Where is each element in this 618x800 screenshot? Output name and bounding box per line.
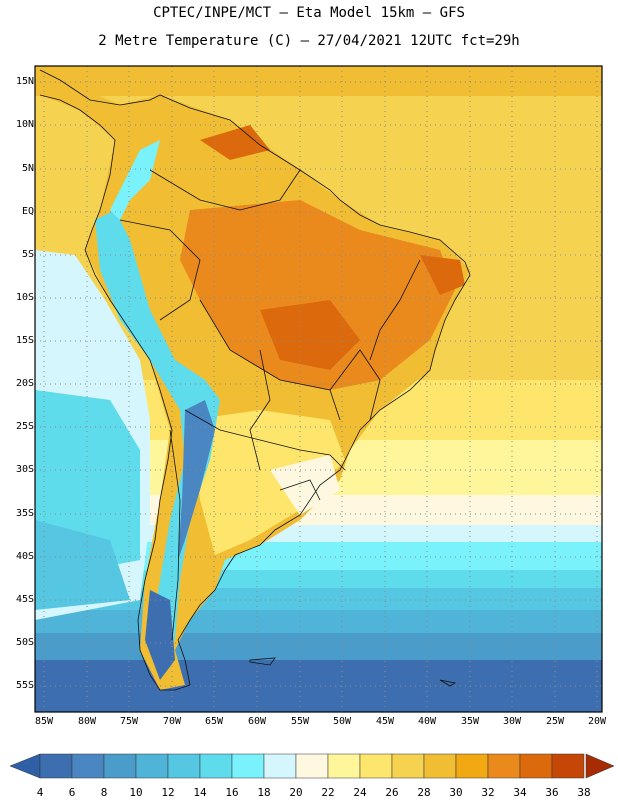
- colorbar-cell: [423, 753, 457, 779]
- colorbar-label: 8: [100, 786, 108, 799]
- lon-label: 30W: [502, 716, 522, 727]
- colorbar-label: 28: [417, 786, 431, 799]
- map-frame: [34, 65, 603, 713]
- colorbar-label: 36: [545, 786, 559, 799]
- colorbar-cell: [391, 753, 425, 779]
- colorbar-label: 32: [481, 786, 495, 799]
- lon-label: 40W: [417, 716, 437, 727]
- colorbar-label: 20: [289, 786, 303, 799]
- colorbar-label: 18: [257, 786, 271, 799]
- colorbar-cell: [551, 753, 585, 779]
- colorbar-label: 10: [129, 786, 143, 799]
- colorbar-label: 22: [321, 786, 335, 799]
- lat-label: 35S: [15, 508, 34, 519]
- lon-label: 75W: [119, 716, 139, 727]
- lon-label: 50W: [332, 716, 352, 727]
- colorbar-cell: [487, 753, 521, 779]
- colorbar-label: 26: [385, 786, 399, 799]
- lon-label: 60W: [247, 716, 267, 727]
- colorbar-cell: [103, 753, 137, 779]
- colorbar-label: 38: [577, 786, 591, 799]
- colorbar-cell: [455, 753, 489, 779]
- colorbar-cell: [263, 753, 297, 779]
- map-subtitle: 2 Metre Temperature (C) – 27/04/2021 12U…: [98, 33, 520, 49]
- lat-label: 15N: [15, 76, 34, 87]
- lat-label: 10S: [15, 292, 34, 303]
- lon-label: 85W: [34, 716, 54, 727]
- colorbar-low-arrow: [9, 753, 41, 779]
- colorbar-label: 12: [161, 786, 175, 799]
- colorbar-cell: [39, 753, 73, 779]
- colorbar-cell: [519, 753, 553, 779]
- lat-label: 5S: [21, 249, 34, 260]
- colorbar-cell: [359, 753, 393, 779]
- colorbar: [9, 753, 615, 779]
- lat-label: 45S: [15, 594, 34, 605]
- colorbar-cell: [199, 753, 233, 779]
- lat-label: 55S: [15, 680, 34, 691]
- lon-label: 25W: [545, 716, 565, 727]
- lat-label: EQ: [21, 206, 34, 217]
- lat-label: 40S: [15, 551, 34, 562]
- lat-label: 5N: [21, 163, 34, 174]
- map-title: CPTEC/INPE/MCT – Eta Model 15km – GFS: [153, 5, 465, 21]
- temperature-field: [35, 66, 602, 712]
- lon-label: 80W: [77, 716, 97, 727]
- colorbar-cell: [231, 753, 265, 779]
- lon-label: 20W: [587, 716, 607, 727]
- lon-label: 70W: [162, 716, 182, 727]
- lat-label: 50S: [15, 637, 34, 648]
- colorbar-label: 14: [193, 786, 207, 799]
- colorbar-label: 34: [513, 786, 527, 799]
- colorbar-label: 30: [449, 786, 463, 799]
- colorbar-cell: [71, 753, 105, 779]
- colorbar-high-arrow: [585, 753, 615, 779]
- lon-label: 45W: [375, 716, 395, 727]
- colorbar-cell: [327, 753, 361, 779]
- colorbar-label: 24: [353, 786, 367, 799]
- lat-label: 30S: [15, 464, 34, 475]
- colorbar-cell: [295, 753, 329, 779]
- colorbar-label: 16: [225, 786, 239, 799]
- lat-label: 20S: [15, 378, 34, 389]
- lat-label: 10N: [15, 119, 34, 130]
- lon-label: 65W: [204, 716, 224, 727]
- coastlines-borders: [39, 69, 471, 691]
- lon-label: 55W: [290, 716, 310, 727]
- lon-label: 35W: [460, 716, 480, 727]
- colorbar-cell: [167, 753, 201, 779]
- lat-label: 15S: [15, 335, 34, 346]
- lat-label: 25S: [15, 421, 34, 432]
- colorbar-label: 4: [36, 786, 44, 799]
- colorbar-cell: [135, 753, 169, 779]
- colorbar-label: 6: [68, 786, 76, 799]
